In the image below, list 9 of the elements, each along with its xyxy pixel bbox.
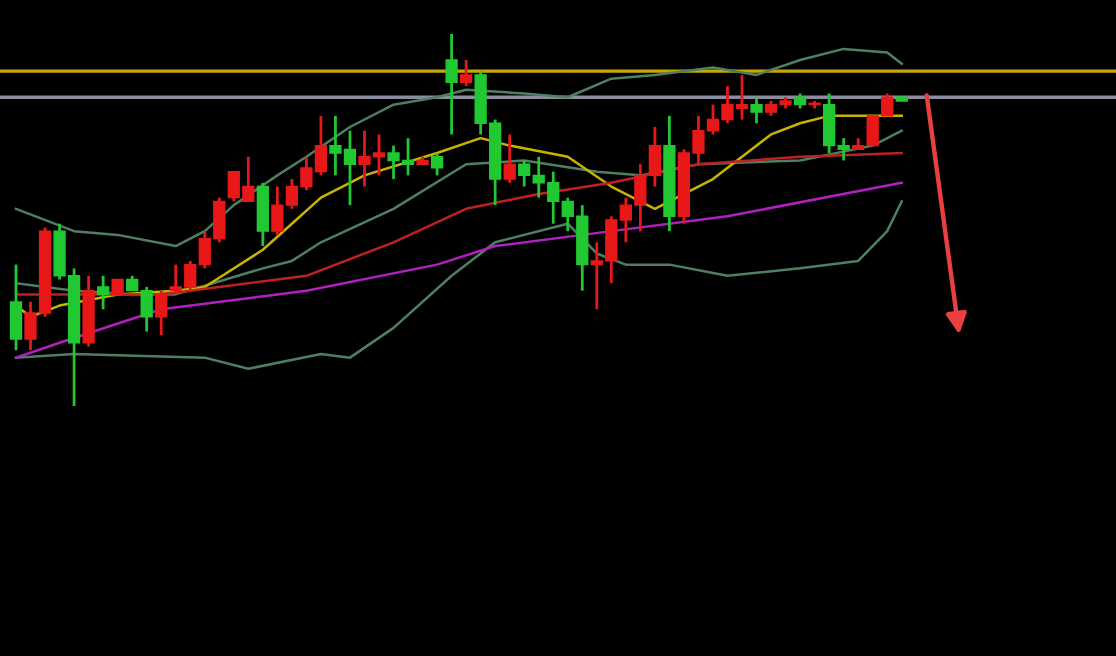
candlestick bbox=[96, 274, 110, 311]
candlestick bbox=[430, 151, 444, 177]
candlestick bbox=[750, 95, 763, 125]
candlestick bbox=[445, 32, 458, 136]
candlestick bbox=[459, 58, 473, 88]
candlestick bbox=[503, 133, 516, 185]
candlestick bbox=[155, 289, 168, 337]
candlestick bbox=[9, 263, 23, 352]
candlestick bbox=[256, 181, 269, 248]
